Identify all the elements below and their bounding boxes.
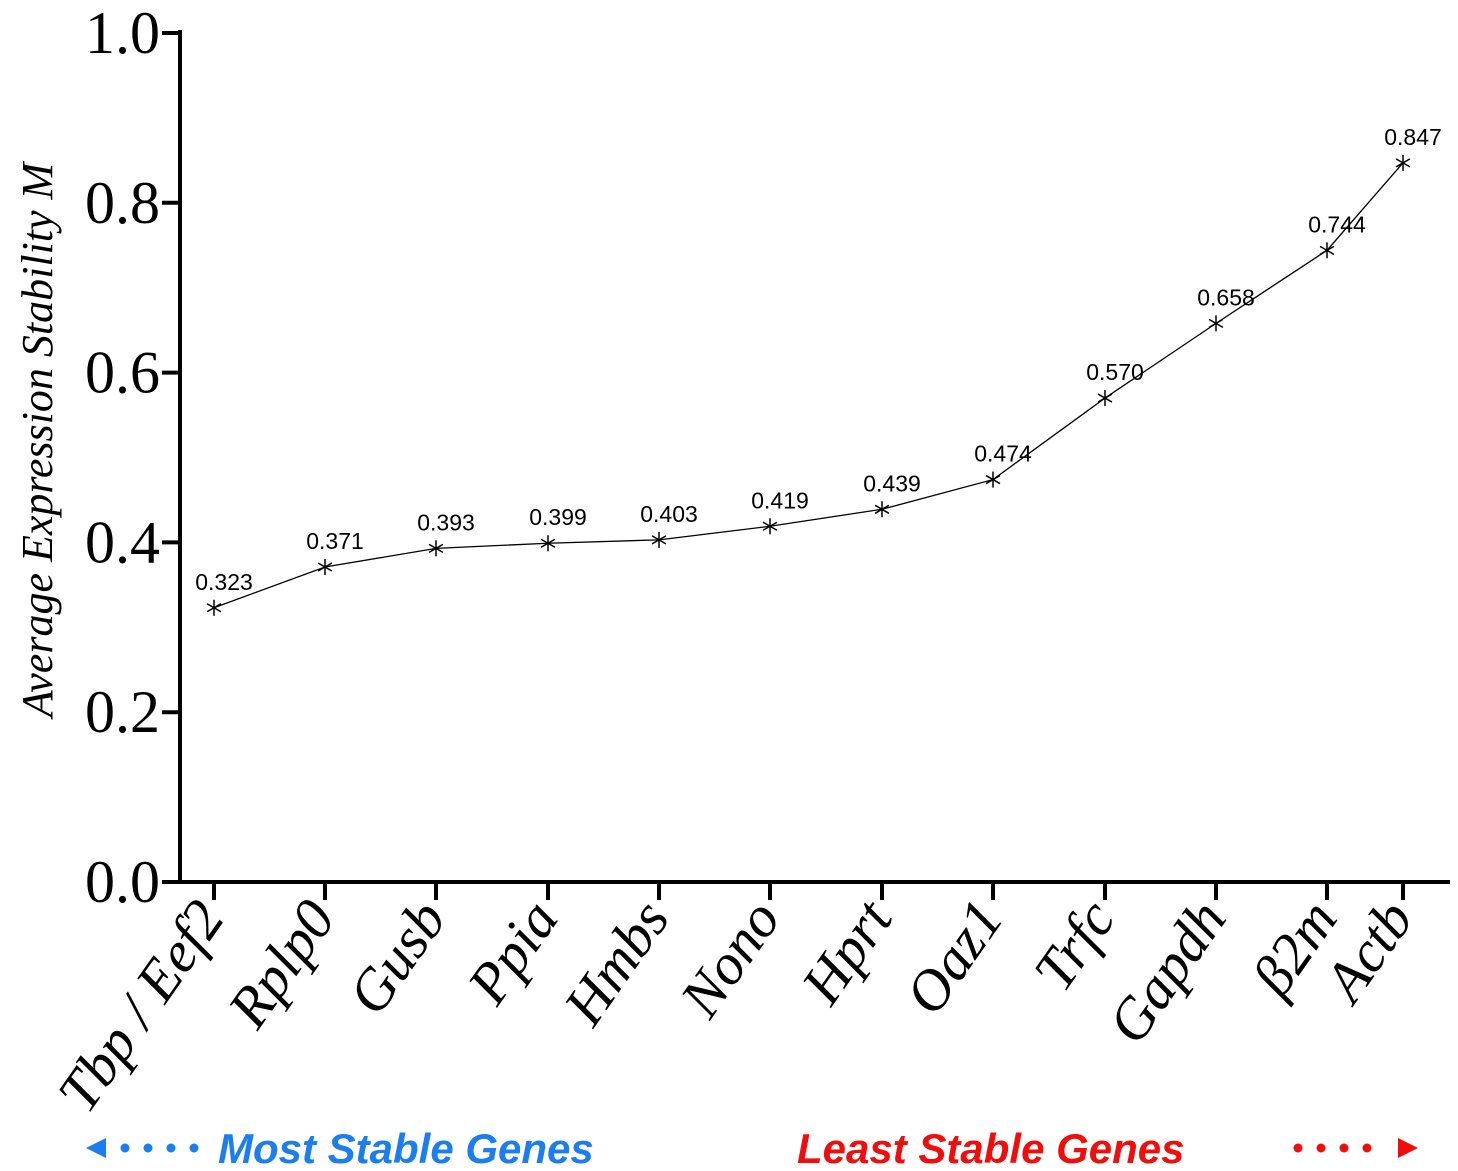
data-point <box>318 559 332 575</box>
x-tick-label: Gapdh <box>1095 888 1239 1055</box>
x-tick-label: Hmbs <box>550 888 681 1037</box>
y-tick-label: 1.0 <box>85 0 160 66</box>
data-label: 0.323 <box>195 569 253 595</box>
dot-icon <box>1363 1144 1372 1153</box>
data-label: 0.744 <box>1308 211 1366 237</box>
most-stable-label: Most Stable Genes <box>218 1125 594 1171</box>
right-arrow-icon <box>1398 1138 1418 1158</box>
least-stable-label: Least Stable Genes <box>797 1125 1185 1171</box>
x-tick-label: Gusb <box>335 888 458 1026</box>
data-point <box>207 600 221 616</box>
dot-icon <box>144 1144 153 1153</box>
x-tick-label: Actb <box>1309 888 1426 1016</box>
y-ticks: 0.0 0.2 0.4 0.6 0.8 1.0 <box>85 0 180 915</box>
x-tick-label: Hprt <box>788 887 906 1016</box>
y-tick-label: 0.0 <box>85 849 160 915</box>
x-tick-label: Nono <box>667 888 793 1029</box>
dot-icon <box>167 1144 176 1153</box>
left-arrow-icon <box>86 1138 106 1158</box>
series-line <box>214 163 1403 608</box>
data-points <box>207 155 1410 616</box>
data-point <box>875 501 889 517</box>
y-axis-label: Average Expression Stability M <box>13 160 62 720</box>
footer-right: Least Stable Genes <box>797 1125 1418 1171</box>
data-label: 0.570 <box>1086 359 1144 385</box>
data-point <box>1098 390 1112 406</box>
data-label: 0.419 <box>751 487 809 513</box>
x-tick-label: Oaz1 <box>892 888 1015 1026</box>
y-tick-label: 0.2 <box>85 679 160 745</box>
data-label: 0.474 <box>974 441 1032 467</box>
data-label: 0.403 <box>640 501 698 527</box>
footer-left: Most Stable Genes <box>86 1125 594 1171</box>
data-point <box>986 472 1000 488</box>
data-labels: 0.323 0.371 0.393 0.399 0.403 0.419 0.439 0.474… <box>195 124 1442 595</box>
x-tick-label: Rplp0 <box>214 888 347 1040</box>
data-point <box>1209 315 1223 331</box>
dot-icon <box>1340 1144 1349 1153</box>
x-tick-label: Tbp / Eef2 <box>45 888 237 1123</box>
y-tick-label: 0.4 <box>85 509 160 575</box>
left-dots <box>121 1144 199 1153</box>
data-label: 0.371 <box>306 528 364 554</box>
dot-icon <box>121 1144 130 1153</box>
y-tick-label: 0.8 <box>85 170 160 236</box>
data-label: 0.439 <box>863 470 921 496</box>
dot-icon <box>1294 1144 1303 1153</box>
dot-icon <box>1317 1144 1326 1153</box>
data-label: 0.393 <box>417 509 475 535</box>
y-tick-label: 0.6 <box>85 340 160 406</box>
dot-icon <box>190 1144 199 1153</box>
data-label: 0.658 <box>1197 284 1255 310</box>
right-dots <box>1294 1144 1372 1153</box>
data-label: 0.847 <box>1384 124 1442 150</box>
x-tick-label: Trfc <box>1021 888 1128 1002</box>
data-label: 0.399 <box>529 504 587 530</box>
